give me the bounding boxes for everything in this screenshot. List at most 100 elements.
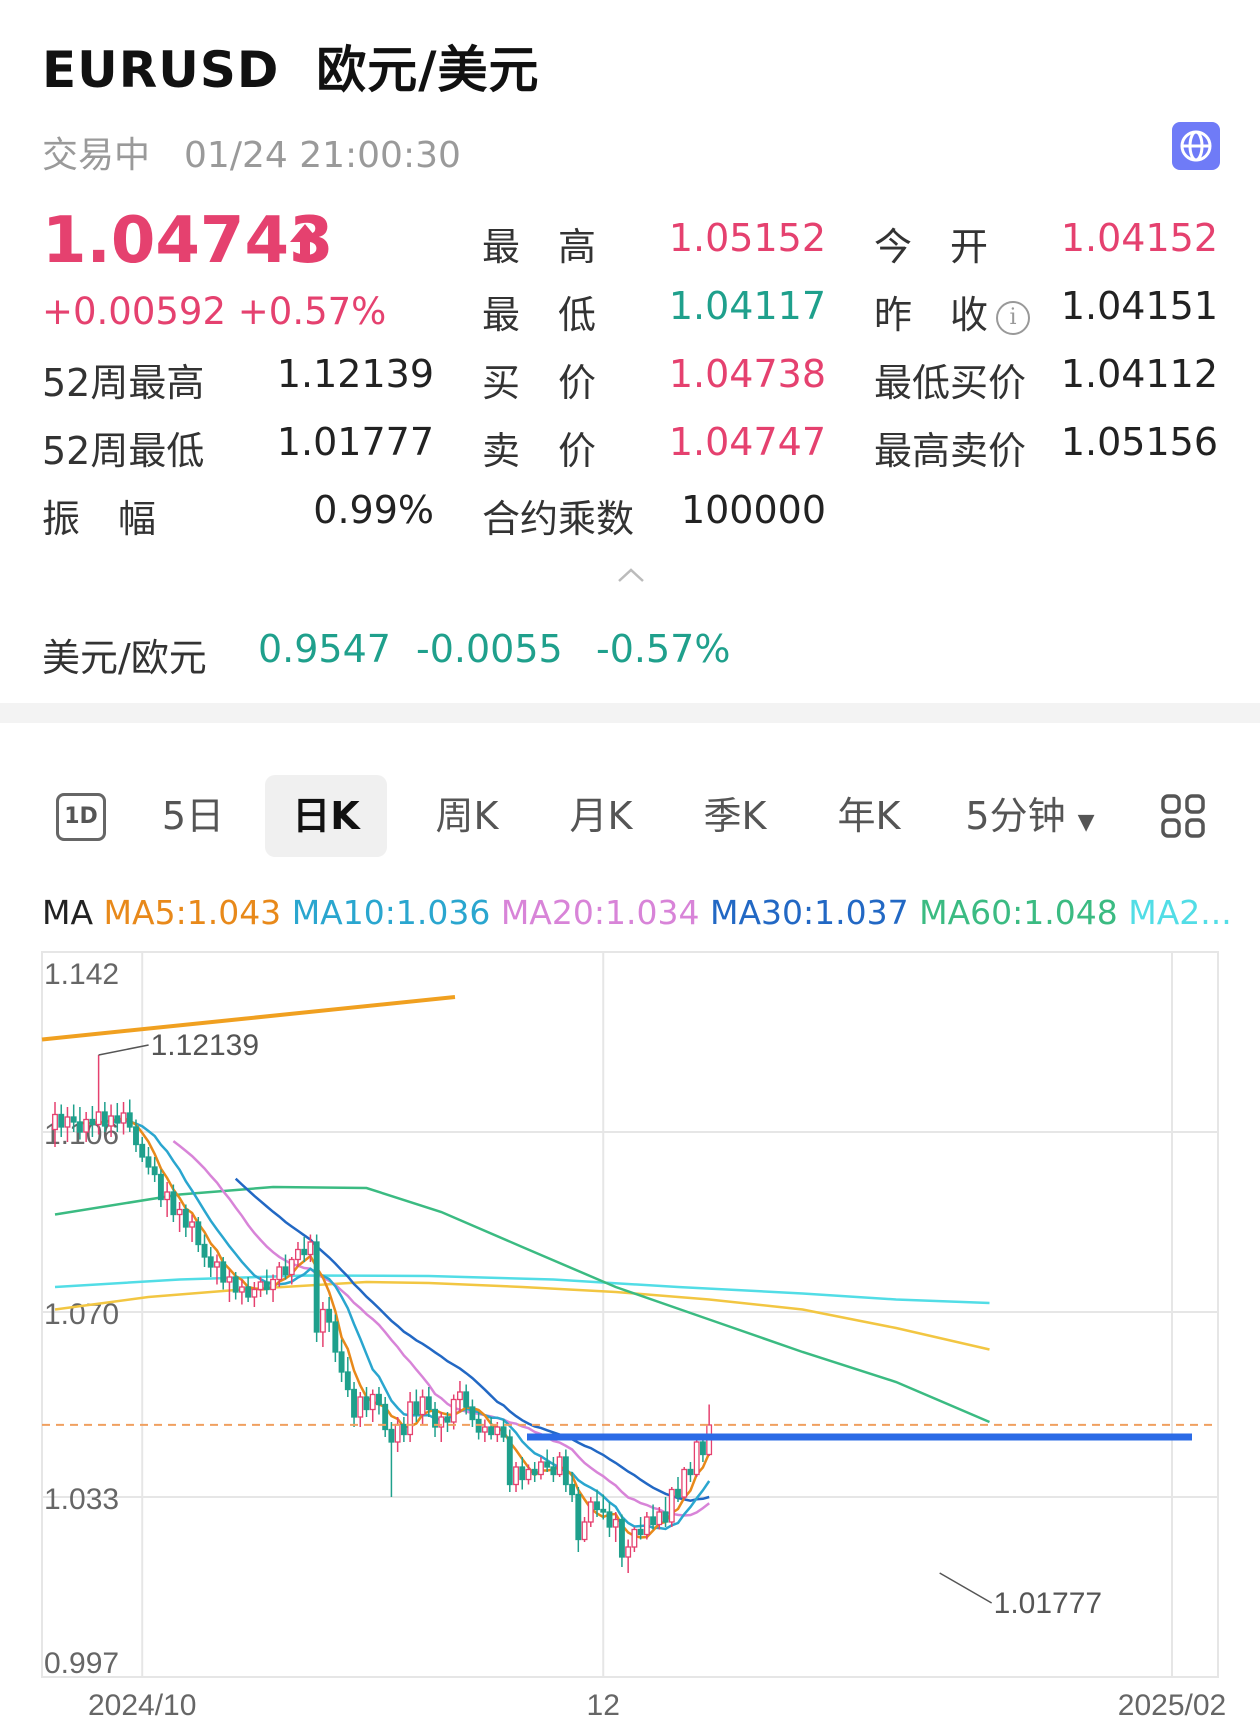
candle-body	[625, 1546, 632, 1558]
candle-body	[432, 1408, 438, 1428]
last-price: 1.04743	[42, 204, 334, 278]
ma10-line	[110, 1119, 711, 1531]
candle-body	[226, 1276, 233, 1283]
change-percent: +0.57%	[237, 290, 387, 333]
candle-body	[276, 1266, 283, 1281]
high-value: 1.05152	[668, 216, 826, 260]
candle-body	[687, 1468, 694, 1476]
tab-5day[interactable]: 5日	[161, 794, 225, 838]
max-ask-value: 1.05156	[1060, 420, 1218, 464]
max-ask-label: 最高卖价	[874, 429, 1027, 473]
candle-body	[139, 1143, 146, 1158]
candle-body	[550, 1466, 557, 1476]
candle-body	[58, 1113, 65, 1128]
w52-low-label: 52周最低	[42, 429, 205, 473]
inverse-label[interactable]: 美元/欧元	[42, 636, 207, 680]
instrument-name: 欧元/美元	[316, 41, 540, 99]
candle-body	[631, 1528, 638, 1548]
ma30-label: MA30:1.037	[709, 893, 909, 932]
ma-legend: MA MA5:1.043 MA10:1.036 MA20:1.034 MA30:…	[42, 893, 1232, 932]
ma120-line	[54, 1280, 990, 1351]
info-icon[interactable]: i	[996, 300, 1031, 335]
bid-value: 1.04738	[668, 352, 826, 396]
w52-high-label: 52周最高	[42, 361, 205, 405]
candle-body	[64, 1116, 71, 1128]
candle-body	[569, 1483, 576, 1496]
candle-body	[637, 1528, 644, 1536]
candle-body	[544, 1461, 551, 1468]
candle-body	[612, 1518, 619, 1528]
price-change: +0.00592 +0.57%	[42, 290, 386, 333]
candle-body	[675, 1488, 681, 1498]
timestamp: 01/24 21:00:30	[184, 135, 461, 176]
candle-body	[394, 1423, 401, 1443]
y-tick-label: 1.033	[44, 1483, 119, 1516]
candle-body	[469, 1406, 476, 1421]
high-pointer	[98, 1044, 149, 1056]
candle-body	[606, 1511, 613, 1528]
low-annotation: 1.01777	[994, 1587, 1102, 1620]
candle-body	[301, 1248, 308, 1256]
low-value: 1.04117	[668, 284, 826, 328]
ma250-line	[54, 1274, 990, 1305]
candle-body	[326, 1308, 333, 1323]
x-tick-label: 2025/02	[1118, 1689, 1226, 1722]
chevron-up-icon[interactable]	[616, 566, 646, 588]
high-annotation: 1.12139	[151, 1029, 259, 1062]
candle-body	[245, 1286, 252, 1298]
open-label: 今 开	[874, 225, 989, 269]
ma-title: MA	[42, 893, 94, 932]
candle-body	[681, 1468, 688, 1498]
candle-body	[500, 1426, 507, 1438]
candle-body	[425, 1396, 432, 1411]
candle-body	[388, 1428, 395, 1443]
ma5-line	[79, 1116, 711, 1539]
candle-body	[668, 1488, 675, 1523]
candle-body	[338, 1351, 345, 1373]
candle-body	[594, 1501, 600, 1511]
page-title: EURUSD 欧元/美元	[42, 30, 539, 102]
candle-body	[313, 1241, 320, 1333]
period-tabs: 1D 5日 日K 周K 月K 季K 年K 5分钟 ▼	[0, 775, 1260, 865]
min-bid-label: 最低买价	[874, 361, 1027, 405]
globe-icon[interactable]	[1172, 122, 1220, 170]
tab-1d[interactable]: 1D	[56, 793, 106, 841]
candle-body	[450, 1398, 457, 1423]
w52-low-value: 1.01777	[276, 420, 434, 464]
candle-body	[407, 1401, 414, 1436]
candle-body	[295, 1248, 301, 1261]
tab-monthly-k[interactable]: 月K	[569, 794, 633, 838]
candle-body	[332, 1321, 339, 1353]
candle-body	[251, 1288, 258, 1298]
tab-weekly-k[interactable]: 周K	[435, 794, 499, 838]
candle-body	[220, 1261, 227, 1283]
candle-body	[52, 1113, 58, 1131]
candle-body	[656, 1511, 663, 1526]
candle-body	[376, 1393, 382, 1406]
candle-body	[382, 1403, 389, 1431]
candle-body	[83, 1118, 90, 1133]
candle-body	[263, 1281, 270, 1291]
tab-daily-k[interactable]: 日K	[265, 775, 387, 857]
ma10-label: MA10:1.036	[291, 893, 491, 932]
candle-body	[463, 1391, 470, 1408]
ma-more-label: MA2...	[1128, 893, 1232, 932]
tab-5min[interactable]: 5分钟 ▼	[950, 775, 1110, 857]
candle-body	[513, 1466, 519, 1486]
tab-yearly-k[interactable]: 年K	[837, 794, 901, 838]
high-label: 最 高	[482, 225, 597, 269]
low-pointer	[939, 1572, 993, 1604]
candle-body	[195, 1221, 202, 1246]
ma20-line	[172, 1140, 710, 1517]
grid-icon[interactable]	[1160, 793, 1206, 843]
candle-body	[351, 1388, 357, 1418]
candle-body	[120, 1112, 127, 1124]
market-status: 交易中 01/24 21:00:30	[42, 126, 461, 178]
candle-body	[506, 1436, 513, 1486]
ask-value: 1.04747	[668, 420, 826, 464]
tab-quarterly-k[interactable]: 季K	[703, 794, 767, 838]
candle-body	[114, 1115, 121, 1124]
candle-body	[575, 1493, 582, 1541]
ask-label: 卖 价	[482, 429, 597, 473]
